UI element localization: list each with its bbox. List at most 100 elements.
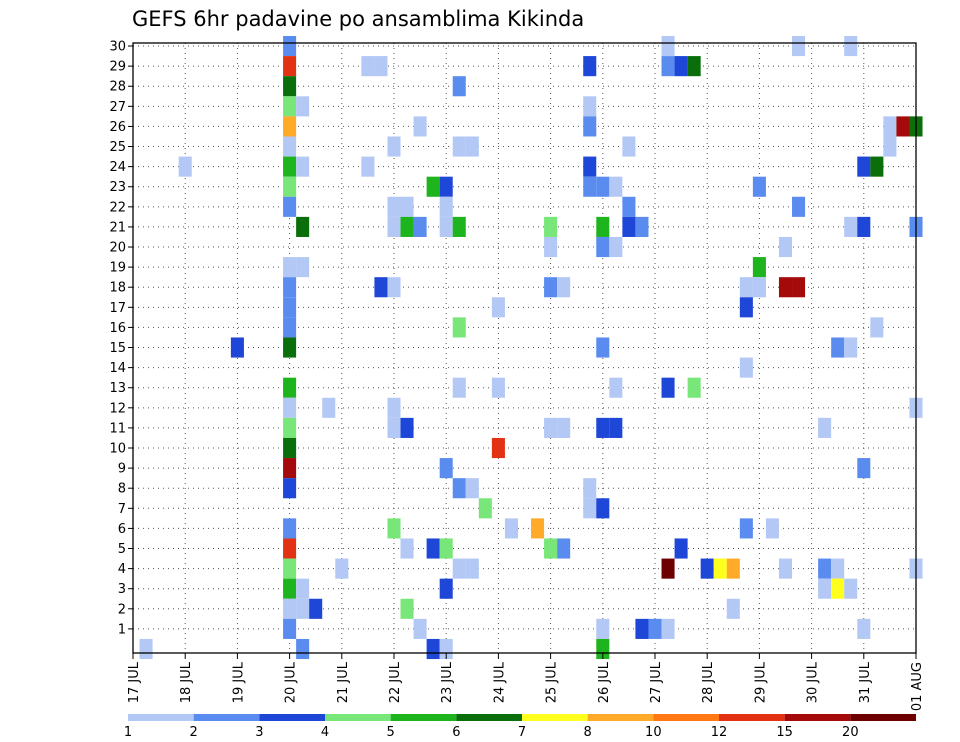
x-tick-label: 28 JUL [701,661,716,703]
precip-cell [583,96,597,117]
precip-cell [661,558,675,579]
precip-cell [387,417,401,438]
precip-cell [752,257,766,278]
precip-cell [792,196,806,217]
precip-cell [400,417,414,438]
precip-cell [648,618,662,639]
precip-cell [870,317,884,338]
y-tick-label: 12 [109,401,126,416]
precip-cell [544,417,558,438]
x-axis-ticks: 17 JUL 18 JUL 19 JUL 20 JUL 21 JUL 22 JUL 23 J… [127,653,925,711]
precip-cell [857,618,871,639]
precip-cell [661,377,675,398]
precip-cell [857,458,871,479]
precip-cell [844,216,858,237]
precip-cell [309,598,323,619]
y-tick-label: 8 [118,482,126,497]
precip-cell [439,458,453,479]
y-tick-label: 13 [109,381,126,396]
precip-cell [283,96,297,117]
precip-cell [322,397,336,418]
precip-cell [687,377,701,398]
precip-cell [296,638,310,660]
colorbar-segment [719,714,785,721]
y-tick-label: 24 [109,160,126,175]
colorbar-label: 10 [645,725,662,740]
precip-cell [478,498,492,519]
precip-cell [609,417,623,438]
precip-cell [622,216,636,237]
colorbar-label: 4 [321,725,329,740]
precip-cell [531,518,545,539]
y-tick-label: 23 [109,180,126,195]
x-tick-label: 23 JUL [440,661,455,703]
precip-cell [544,216,558,237]
precip-cell [387,397,401,418]
precip-cell [283,578,297,599]
precip-cell [296,598,310,619]
precip-cell [674,56,688,77]
precip-cell [465,478,479,499]
colorbar: 1 2 3 4 5 6 7 8 10 12 15 20 [124,714,916,740]
x-tick-label: 29 JUL [753,661,768,703]
precip-cell [413,618,427,639]
colorbar-segment [653,714,719,721]
x-tick-label: 18 JUL [179,661,194,703]
precip-cell [583,498,597,519]
precip-cell [739,277,753,298]
colorbar-segment [128,714,194,721]
precip-cell [831,337,845,358]
precip-cell [857,216,871,237]
precip-cell [374,277,388,298]
precip-cell [726,558,740,579]
precip-cell [752,176,766,197]
x-tick-label: 21 JUL [336,661,351,703]
y-tick-label: 19 [109,261,126,276]
precip-cell [387,277,401,298]
precip-cell [661,56,675,77]
y-tick-label: 4 [118,562,126,577]
y-tick-label: 9 [118,462,126,477]
precip-cell [283,176,297,197]
precip-cell [661,35,675,57]
precip-cell [283,458,297,479]
precip-cell [844,337,858,358]
precip-cell [400,216,414,237]
precip-cell [674,538,688,559]
y-tick-label: 20 [109,241,126,256]
precip-cell [726,598,740,619]
precip-cell [635,618,649,639]
y-tick-label: 25 [109,140,126,155]
precip-cell [283,35,297,57]
precip-cell [283,56,297,77]
precip-cell [557,538,571,559]
precip-cell [557,277,571,298]
precip-cell [583,156,597,177]
y-tick-label: 14 [109,361,126,376]
precip-cell [283,156,297,177]
y-tick-label: 22 [109,200,126,215]
precip-cell [452,478,466,499]
y-tick-label: 29 [109,60,126,75]
colorbar-segment [390,714,457,721]
x-tick-label: 22 JUL [388,661,403,703]
x-tick-label: 20 JUL [284,661,299,703]
y-tick-label: 7 [118,502,126,517]
precip-cell [778,558,793,579]
y-tick-label: 2 [118,602,126,617]
x-tick-label: 17 JUL [127,661,142,703]
precip-cell [700,558,714,579]
precip-cell [583,478,597,499]
x-tick-label: 19 JUL [231,661,246,703]
precip-cell [844,578,858,599]
precip-cell [818,558,832,579]
y-tick-label: 27 [109,100,126,115]
y-tick-label: 30 [109,40,126,55]
y-tick-label: 5 [118,542,126,557]
precip-cell [296,257,310,278]
y-tick-label: 6 [118,522,126,537]
precip-cell [622,196,636,217]
precip-cell [296,216,310,237]
precip-cell [831,558,845,579]
y-tick-label: 16 [109,321,126,336]
